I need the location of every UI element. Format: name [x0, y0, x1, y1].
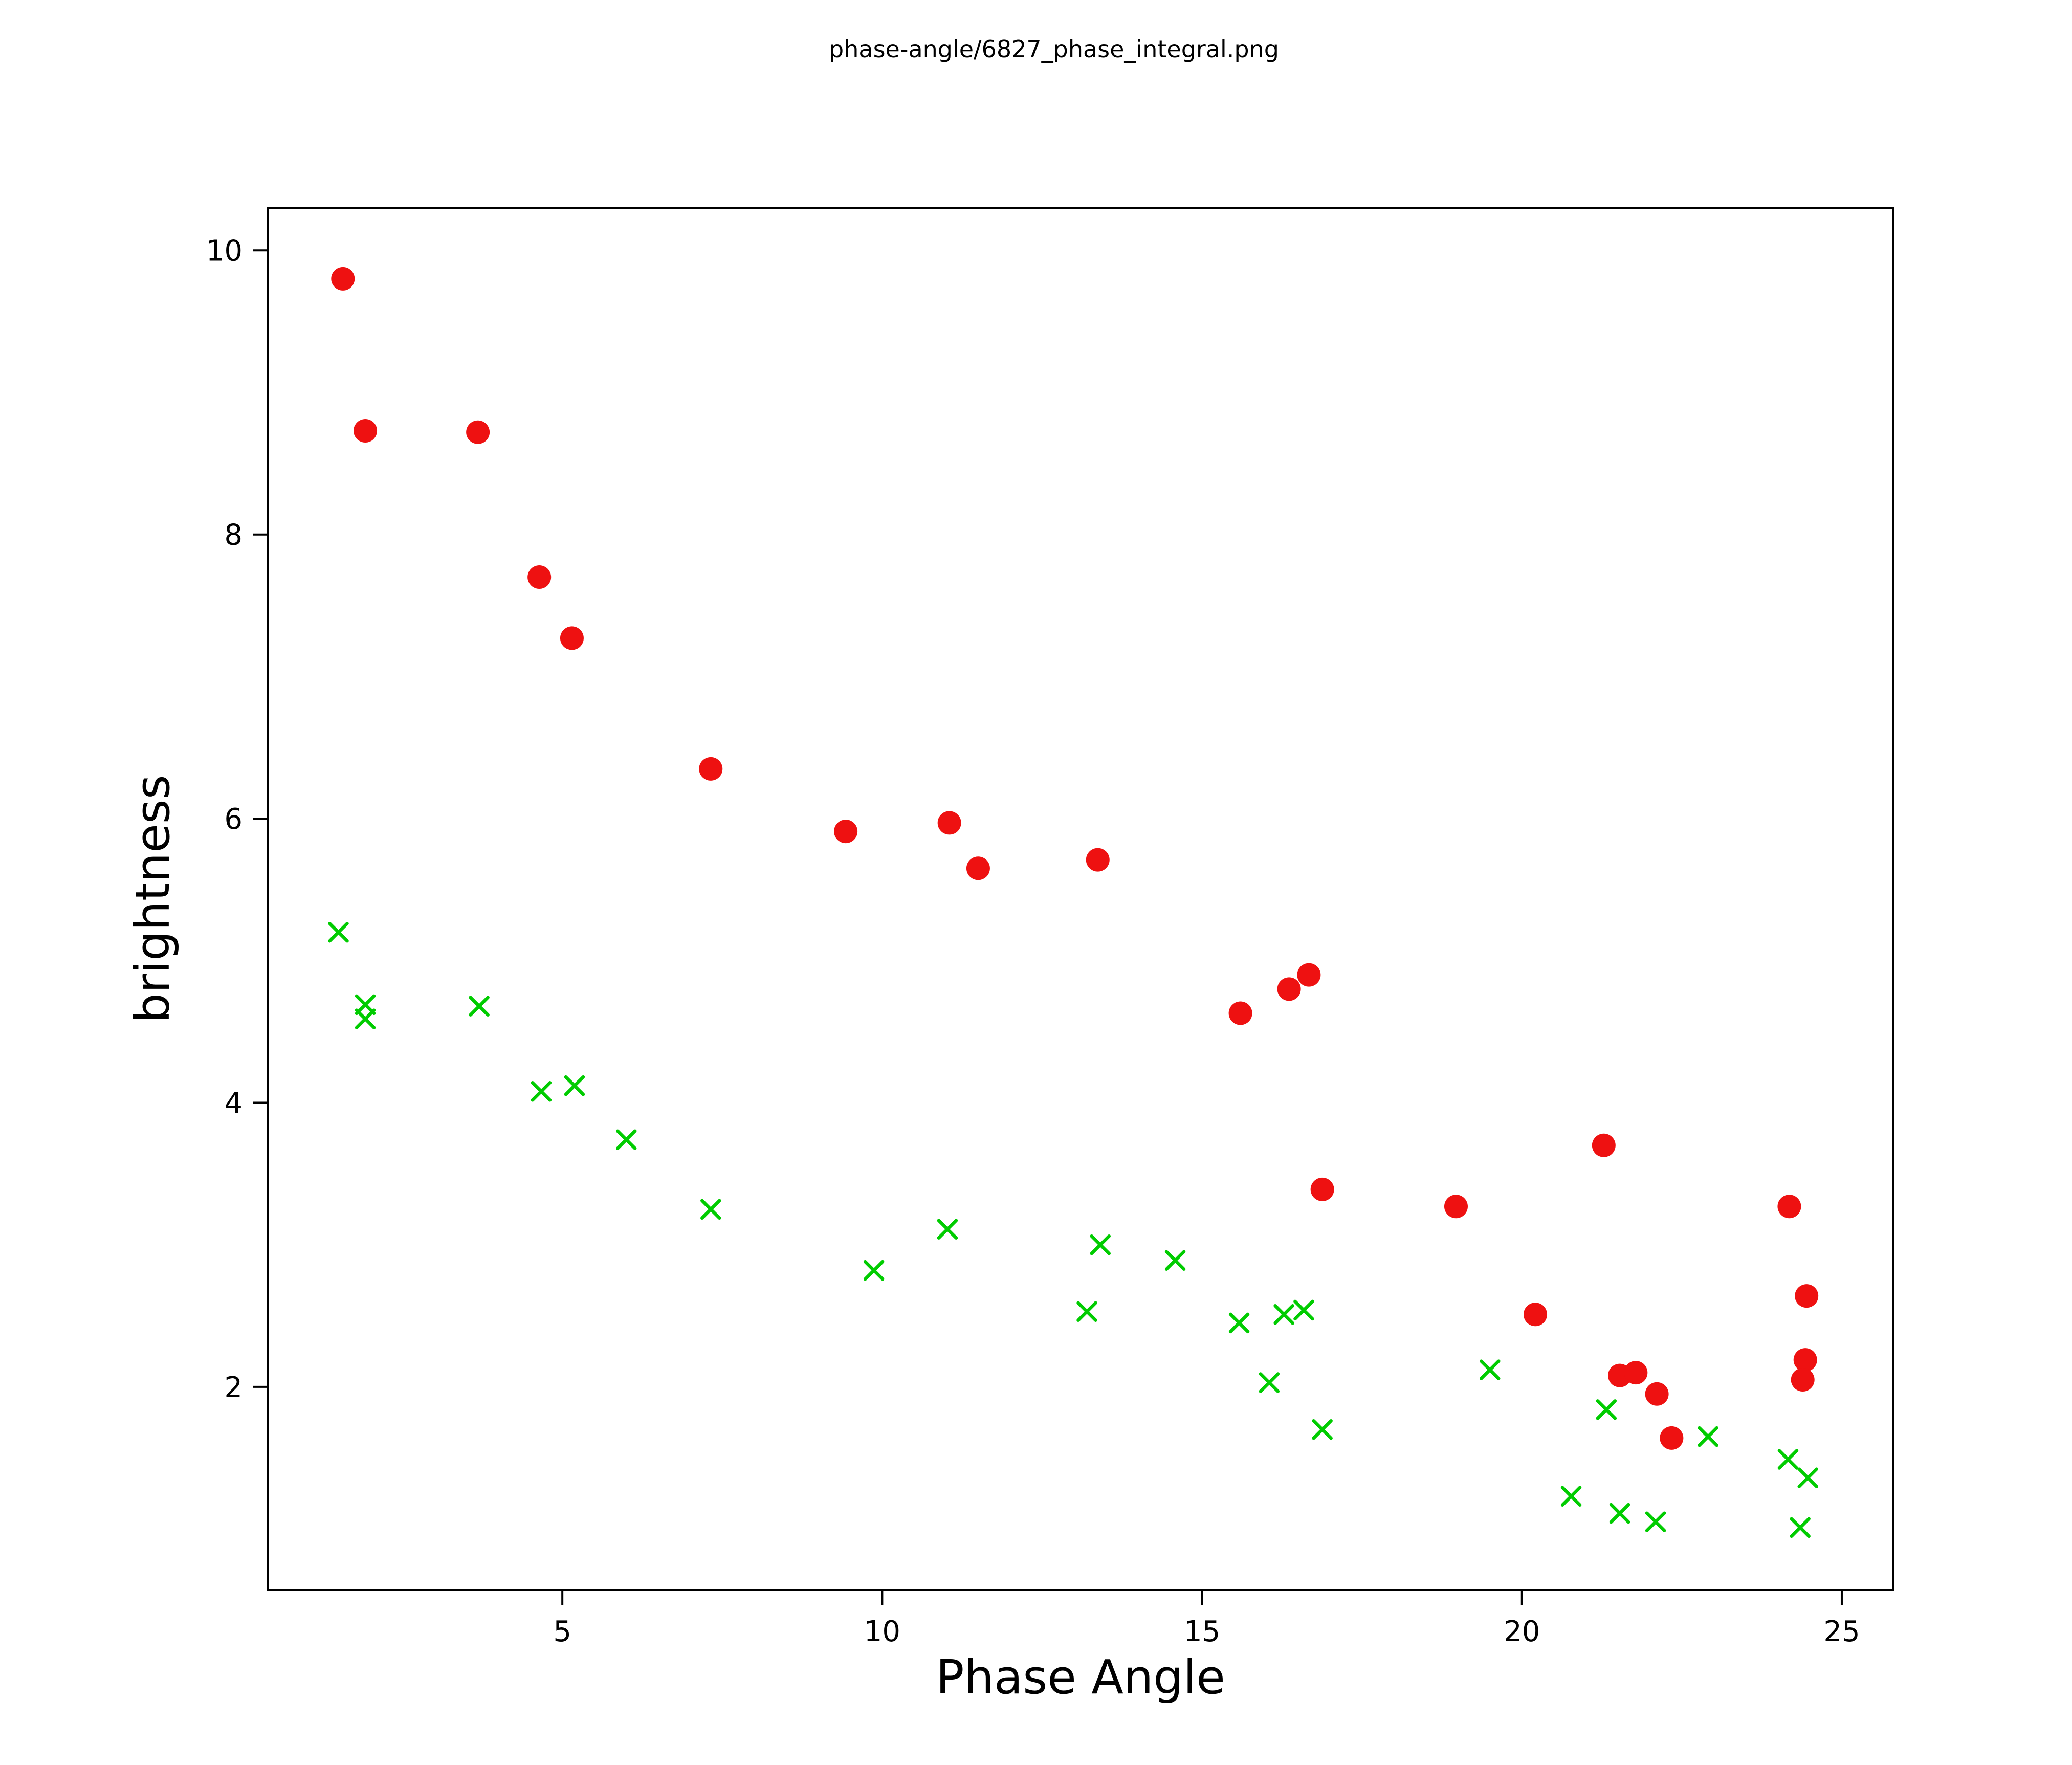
data-point-green-crosses [1480, 1359, 1501, 1380]
data-point-green-crosses [469, 996, 490, 1017]
data-point-red-circles [1660, 1426, 1684, 1450]
data-point-green-crosses [1293, 1299, 1314, 1321]
data-point-green-crosses [1312, 1419, 1333, 1440]
data-point-green-crosses [1164, 1250, 1186, 1271]
data-point-green-crosses [1797, 1467, 1818, 1488]
data-point-red-circles [834, 820, 858, 844]
x-tick-label: 15 [1184, 1615, 1220, 1648]
data-point-green-crosses [1259, 1372, 1280, 1393]
plot-area [267, 207, 1894, 1591]
data-point-red-circles [466, 420, 490, 444]
data-point-red-circles [1277, 977, 1301, 1001]
data-point-green-crosses [937, 1219, 958, 1240]
data-point-red-circles [354, 418, 378, 443]
data-point-red-circles [1795, 1284, 1819, 1308]
x-axis-label: Phase Angle [936, 1650, 1225, 1705]
data-point-green-crosses [1645, 1511, 1666, 1532]
figure-title: phase-angle/6827_phase_integral.png [829, 35, 1279, 63]
data-point-green-crosses [355, 1008, 376, 1029]
y-tick-label: 8 [224, 519, 243, 552]
data-point-green-crosses [355, 994, 376, 1016]
y-tick-label: 10 [206, 234, 243, 268]
data-point-red-circles [331, 267, 355, 291]
data-point-green-crosses [1596, 1399, 1617, 1420]
data-point-green-crosses [863, 1260, 885, 1281]
data-points [328, 267, 1819, 1538]
x-tick-label: 10 [864, 1615, 900, 1648]
data-point-green-crosses [1076, 1301, 1097, 1322]
x-tick-label: 20 [1504, 1615, 1540, 1648]
data-point-red-circles [1592, 1133, 1616, 1157]
data-point-red-circles [560, 626, 584, 650]
data-point-red-circles [1086, 848, 1110, 872]
y-tick-label: 6 [224, 803, 243, 836]
data-point-red-circles [527, 565, 552, 589]
y-axis-label: brightness [125, 775, 180, 1023]
data-point-green-crosses [1777, 1449, 1799, 1470]
data-point-red-circles [1645, 1382, 1669, 1406]
data-point-green-crosses [700, 1199, 721, 1220]
data-point-green-crosses [1698, 1426, 1718, 1447]
data-point-green-crosses [564, 1075, 585, 1096]
x-tick-label: 5 [553, 1615, 571, 1648]
x-axis-ticks: 5 10 15 20 25 [553, 1590, 1860, 1648]
data-point-green-crosses [328, 922, 349, 943]
data-point-red-circles [699, 757, 723, 781]
data-point-green-crosses [1790, 1517, 1811, 1538]
y-tick-label: 2 [224, 1371, 243, 1404]
y-axis-ticks: 2 4 6 8 10 [206, 234, 268, 1404]
data-point-green-crosses [1609, 1503, 1630, 1524]
y-tick-label: 4 [224, 1087, 243, 1120]
x-tick-label: 25 [1823, 1615, 1860, 1648]
data-point-red-circles [1793, 1348, 1817, 1372]
data-point-green-crosses [1228, 1312, 1250, 1334]
data-point-red-circles [1310, 1177, 1334, 1201]
data-point-red-circles [1297, 963, 1321, 987]
data-point-green-crosses [615, 1129, 637, 1150]
data-point-red-circles [937, 811, 961, 835]
data-point-green-crosses [531, 1081, 552, 1102]
data-point-green-crosses [1273, 1304, 1294, 1325]
data-point-red-circles [1444, 1195, 1468, 1219]
data-point-red-circles [1624, 1361, 1648, 1385]
data-point-red-circles [1228, 1001, 1252, 1025]
data-point-green-crosses [1560, 1486, 1582, 1507]
data-point-red-circles [1791, 1368, 1815, 1392]
data-point-green-crosses [1090, 1234, 1111, 1255]
data-point-red-circles [1524, 1303, 1548, 1327]
data-point-red-circles [966, 856, 990, 880]
data-point-red-circles [1777, 1195, 1801, 1219]
